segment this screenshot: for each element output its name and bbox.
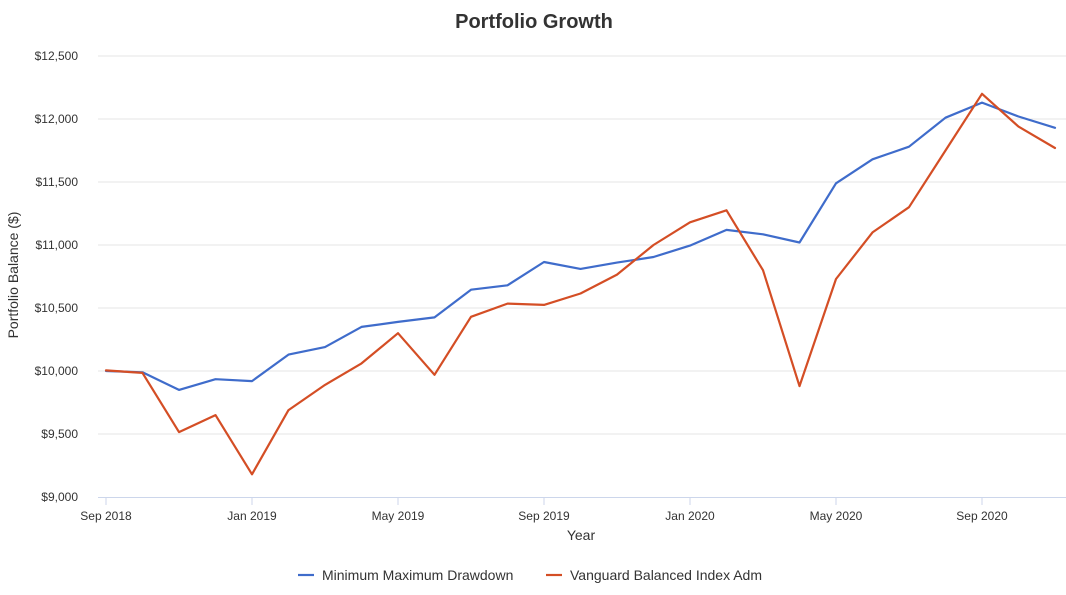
grid-layer: [98, 55, 1066, 435]
data-point[interactable]: [688, 244, 692, 248]
data-point[interactable]: [761, 268, 765, 272]
x-tick-label: May 2019: [372, 509, 425, 523]
data-point[interactable]: [433, 373, 437, 377]
data-point[interactable]: [396, 320, 400, 324]
series-vanguard-balanced-index-adm: [104, 92, 1057, 476]
data-point[interactable]: [798, 240, 802, 244]
data-point[interactable]: [506, 302, 510, 306]
legend-item[interactable]: Minimum Maximum Drawdown: [298, 567, 513, 583]
data-point[interactable]: [323, 345, 327, 349]
data-point[interactable]: [360, 361, 364, 365]
data-point[interactable]: [469, 288, 473, 292]
series-line[interactable]: [104, 101, 1057, 391]
data-point[interactable]: [287, 353, 291, 357]
data-point[interactable]: [469, 315, 473, 319]
legend-item[interactable]: Vanguard Balanced Index Adm: [546, 567, 762, 583]
x-tick-label: May 2020: [810, 509, 863, 523]
data-point[interactable]: [250, 472, 254, 476]
data-point[interactable]: [907, 145, 911, 149]
y-tick-label: $9,000: [41, 490, 78, 504]
data-point[interactable]: [506, 283, 510, 287]
y-tick-label: $11,500: [36, 175, 79, 189]
x-tick-label: Sep 2018: [80, 509, 132, 523]
data-point[interactable]: [652, 243, 656, 247]
y-axis-title: Portfolio Balance ($): [5, 212, 21, 339]
data-point[interactable]: [1017, 125, 1021, 129]
y-tick-label: $11,000: [36, 238, 79, 252]
legend-label: Minimum Maximum Drawdown: [322, 567, 513, 583]
data-point[interactable]: [652, 255, 656, 259]
data-point[interactable]: [250, 379, 254, 383]
data-point[interactable]: [615, 261, 619, 265]
data-point[interactable]: [798, 384, 802, 388]
data-point[interactable]: [944, 149, 948, 153]
series-line[interactable]: [104, 92, 1057, 476]
y-tick-label: $10,000: [35, 364, 79, 378]
data-point[interactable]: [579, 292, 583, 296]
y-tick-label: $9,500: [41, 427, 78, 441]
data-point[interactable]: [177, 430, 181, 434]
data-point[interactable]: [980, 92, 984, 96]
legend-label: Vanguard Balanced Index Adm: [570, 567, 762, 583]
data-point[interactable]: [871, 230, 875, 234]
y-tick-label: $12,500: [35, 49, 79, 63]
y-tick-label: $12,000: [35, 112, 79, 126]
x-tick-label: Jan 2019: [227, 509, 277, 523]
data-point[interactable]: [214, 377, 218, 381]
data-point[interactable]: [725, 228, 729, 232]
data-point[interactable]: [433, 315, 437, 319]
data-point[interactable]: [1017, 114, 1021, 118]
x-axis: Sep 2018 Jan 2019 May 2019 Sep 2019 Jan 2020…: [80, 497, 1066, 523]
data-point[interactable]: [615, 273, 619, 277]
series-layer: [104, 92, 1057, 476]
data-point[interactable]: [1053, 146, 1057, 150]
data-point[interactable]: [396, 331, 400, 335]
data-point[interactable]: [1053, 126, 1057, 130]
data-point[interactable]: [542, 303, 546, 307]
data-point[interactable]: [725, 208, 729, 212]
data-point[interactable]: [323, 383, 327, 387]
x-tick-label: Jan 2020: [665, 509, 715, 523]
data-point[interactable]: [980, 101, 984, 105]
data-point[interactable]: [944, 116, 948, 120]
data-point[interactable]: [834, 277, 838, 281]
x-tick-label: Sep 2019: [518, 509, 570, 523]
data-point[interactable]: [834, 181, 838, 185]
data-point[interactable]: [141, 371, 145, 375]
data-point[interactable]: [177, 388, 181, 392]
data-point[interactable]: [688, 220, 692, 224]
x-axis-title: Year: [567, 527, 596, 543]
legend: Minimum Maximum Drawdown Vanguard Balance…: [298, 567, 762, 583]
series-minimum-maximum-drawdown: [104, 101, 1057, 392]
data-point[interactable]: [871, 157, 875, 161]
y-axis-tick-labels: $9,000 $9,500 $10,000 $10,500 $11,000 $11,500…: [35, 49, 79, 504]
data-point[interactable]: [542, 260, 546, 264]
data-point[interactable]: [761, 232, 765, 236]
x-tick-label: Sep 2020: [956, 509, 1008, 523]
data-point[interactable]: [907, 205, 911, 209]
data-point[interactable]: [214, 413, 218, 417]
data-point[interactable]: [360, 325, 364, 329]
chart-title: Portfolio Growth: [455, 11, 613, 33]
data-point[interactable]: [104, 368, 108, 372]
y-tick-label: $10,500: [35, 301, 79, 315]
data-point[interactable]: [579, 267, 583, 271]
data-point[interactable]: [287, 408, 291, 412]
